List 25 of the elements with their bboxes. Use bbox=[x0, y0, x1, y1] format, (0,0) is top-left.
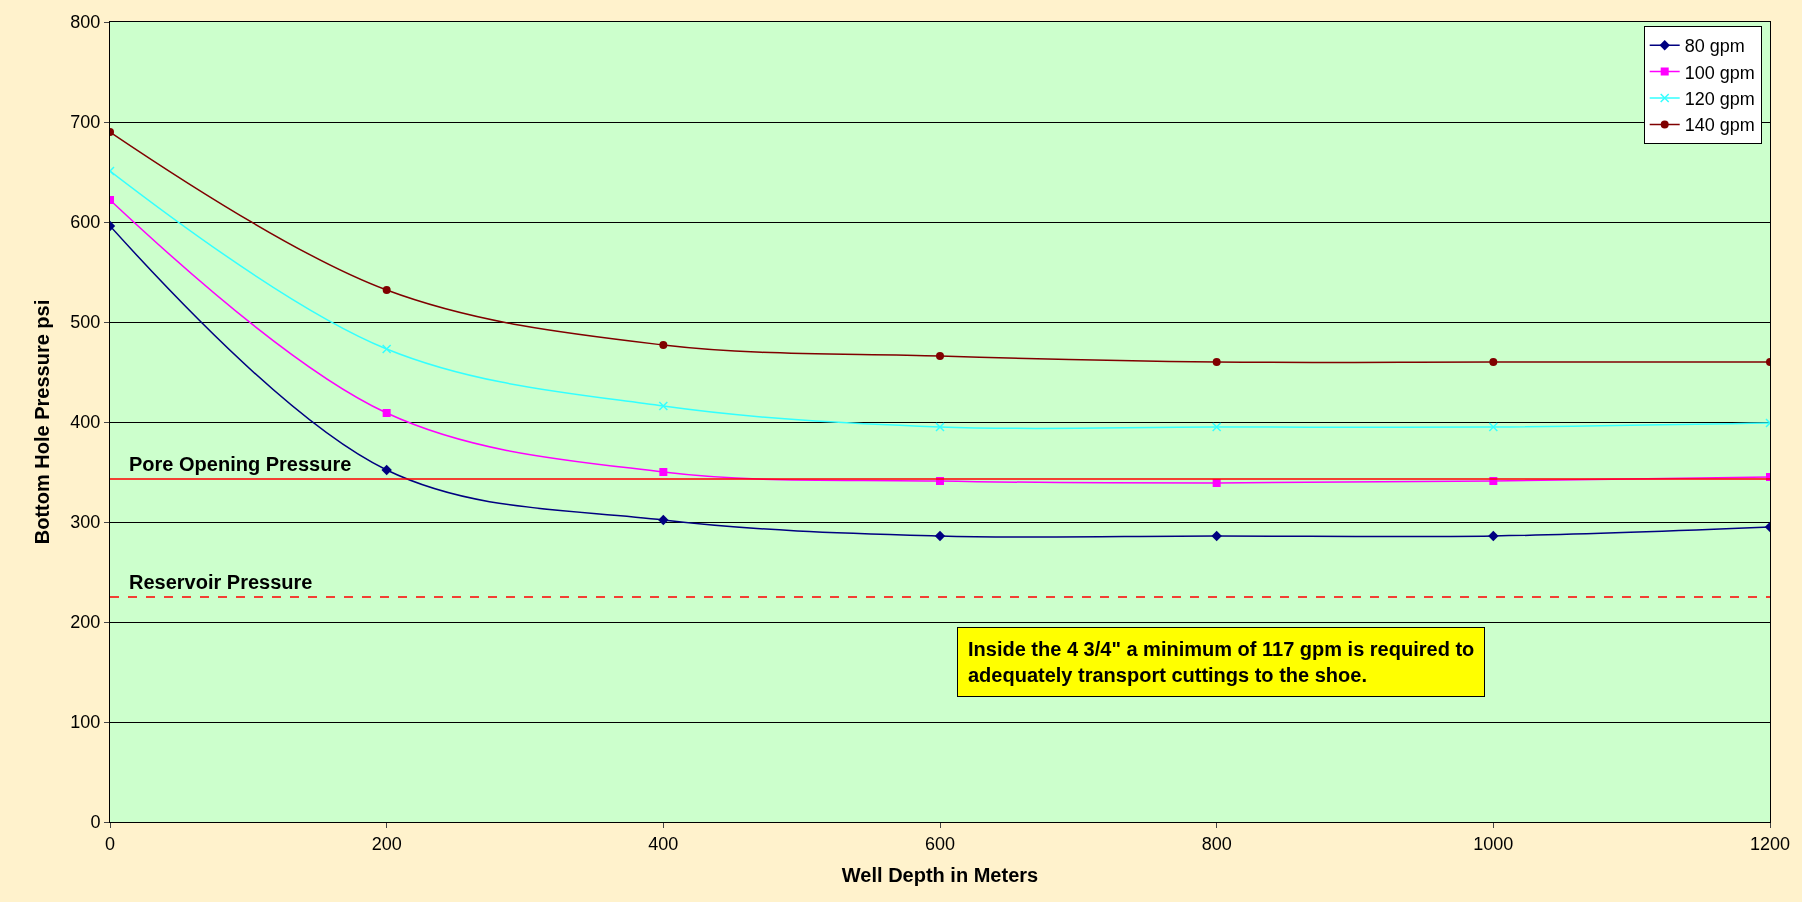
legend-label: 100 gpm bbox=[1684, 62, 1755, 83]
y-tick-label: 300 bbox=[70, 512, 101, 533]
legend-label: 80 gpm bbox=[1684, 36, 1745, 57]
y-tick-label: 100 bbox=[70, 712, 101, 733]
x-tick-label: 400 bbox=[648, 833, 679, 854]
y-tick-label: 700 bbox=[70, 112, 101, 133]
x-tick-label: 800 bbox=[1201, 833, 1232, 854]
x-axis-title: Well Depth in Meters bbox=[841, 864, 1039, 887]
x-tick-label: 600 bbox=[924, 833, 956, 854]
ref-line-label: Reservoir Pressure bbox=[129, 571, 313, 593]
ref-line-label: Pore Opening Pressure bbox=[129, 453, 352, 475]
x-tick-label: 1200 bbox=[1749, 833, 1791, 854]
y-tick-label: 800 bbox=[70, 12, 101, 33]
x-tick-label: 1000 bbox=[1473, 833, 1514, 854]
y-tick-label: 400 bbox=[70, 412, 101, 433]
y-tick-label: 200 bbox=[70, 612, 101, 633]
x-tick-label: 0 bbox=[104, 833, 116, 854]
legend-label: 120 gpm bbox=[1684, 89, 1755, 110]
y-tick-label: 600 bbox=[70, 212, 101, 233]
legend-label: 140 gpm bbox=[1684, 115, 1755, 136]
y-axis-title: Bottom Hole Pressure psi bbox=[30, 299, 53, 545]
y-tick-label: 0 bbox=[90, 812, 101, 833]
x-tick-label: 200 bbox=[371, 833, 402, 854]
annotation: Inside the 4 3/4" a minimum of 117 gpm is required to adequately transport cuttings to the shoe. bbox=[968, 638, 1475, 686]
y-tick-label: 500 bbox=[70, 312, 101, 333]
